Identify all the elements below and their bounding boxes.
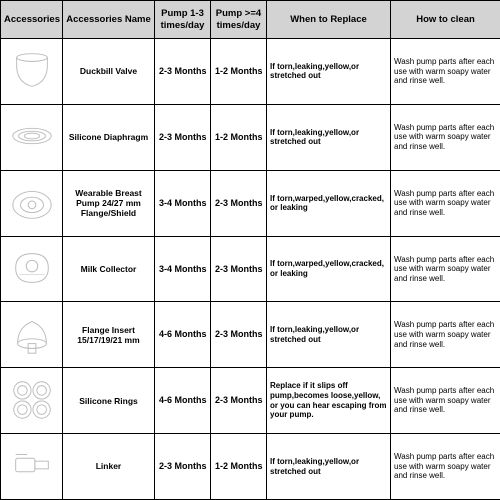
pump13-value: 3-4 Months — [155, 236, 211, 302]
pump4-value: 1-2 Months — [211, 39, 267, 105]
replace-value: If torn,warped,yellow,cracked, or leakin… — [267, 236, 391, 302]
table-row: Duckbill Valve 2-3 Months 1-2 Months If … — [1, 39, 500, 105]
table-row: Silicone Rings 4-6 Months 2-3 Months Rep… — [1, 368, 500, 434]
accessory-name: Milk Collector — [63, 236, 155, 302]
header-replace: When to Replace — [267, 1, 391, 39]
replace-value: If torn,leaking,yellow,or stretched out — [267, 434, 391, 500]
table-row: Linker 2-3 Months 1-2 Months If torn,lea… — [1, 434, 500, 500]
accessory-name: Duckbill Valve — [63, 39, 155, 105]
accessory-name: Silicone Rings — [63, 368, 155, 434]
pump13-value: 2-3 Months — [155, 434, 211, 500]
clean-value: Wash pump parts after each use with warm… — [391, 302, 500, 368]
silicone-rings-icon — [8, 376, 56, 424]
clean-value: Wash pump parts after each use with warm… — [391, 434, 500, 500]
accessory-image — [1, 368, 63, 434]
clean-value: Wash pump parts after each use with warm… — [391, 104, 500, 170]
accessory-name: Silicone Diaphragm — [63, 104, 155, 170]
accessories-table: Accessories Accessories Name Pump 1-3 ti… — [0, 0, 500, 500]
duckbill-valve-icon — [8, 46, 56, 94]
header-clean: How to clean — [391, 1, 500, 39]
header-name: Accessories Name — [63, 1, 155, 39]
milk-collector-icon — [8, 244, 56, 292]
accessory-image — [1, 39, 63, 105]
header-row: Accessories Accessories Name Pump 1-3 ti… — [1, 1, 500, 39]
replace-value: If torn,warped,yellow,cracked, or leakin… — [267, 170, 391, 236]
table-body: Duckbill Valve 2-3 Months 1-2 Months If … — [1, 39, 500, 500]
pump4-value: 2-3 Months — [211, 170, 267, 236]
header-pump13: Pump 1-3 times/day — [155, 1, 211, 39]
pump4-value: 1-2 Months — [211, 434, 267, 500]
accessory-name: Wearable Breast Pump 24/27 mm Flange/Shi… — [63, 170, 155, 236]
pump13-value: 4-6 Months — [155, 368, 211, 434]
clean-value: Wash pump parts after each use with warm… — [391, 368, 500, 434]
replace-value: Replace if it slips off pump,becomes loo… — [267, 368, 391, 434]
accessory-image — [1, 170, 63, 236]
accessory-image — [1, 104, 63, 170]
flange-insert-icon — [8, 310, 56, 358]
table-row: Wearable Breast Pump 24/27 mm Flange/Shi… — [1, 170, 500, 236]
linker-icon — [8, 441, 56, 489]
pump13-value: 3-4 Months — [155, 170, 211, 236]
clean-value: Wash pump parts after each use with warm… — [391, 39, 500, 105]
accessory-name: Linker — [63, 434, 155, 500]
replace-value: If torn,leaking,yellow,or stretched out — [267, 39, 391, 105]
pump13-value: 2-3 Months — [155, 39, 211, 105]
flange-shield-icon — [8, 178, 56, 226]
accessory-image — [1, 236, 63, 302]
accessory-name: Flange Insert 15/17/19/21 mm — [63, 302, 155, 368]
replace-value: If torn,leaking,yellow,or stretched out — [267, 302, 391, 368]
table-row: Flange Insert 15/17/19/21 mm 4-6 Months … — [1, 302, 500, 368]
accessory-image — [1, 434, 63, 500]
table-row: Milk Collector 3-4 Months 2-3 Months If … — [1, 236, 500, 302]
pump4-value: 2-3 Months — [211, 302, 267, 368]
pump4-value: 2-3 Months — [211, 368, 267, 434]
header-pump4: Pump >=4 times/day — [211, 1, 267, 39]
pump4-value: 1-2 Months — [211, 104, 267, 170]
header-accessories: Accessories — [1, 1, 63, 39]
table-row: Silicone Diaphragm 2-3 Months 1-2 Months… — [1, 104, 500, 170]
pump13-value: 4-6 Months — [155, 302, 211, 368]
diaphragm-icon — [8, 112, 56, 160]
clean-value: Wash pump parts after each use with warm… — [391, 170, 500, 236]
pump13-value: 2-3 Months — [155, 104, 211, 170]
clean-value: Wash pump parts after each use with warm… — [391, 236, 500, 302]
replace-value: If torn,leaking,yellow,or stretched out — [267, 104, 391, 170]
accessory-image — [1, 302, 63, 368]
pump4-value: 2-3 Months — [211, 236, 267, 302]
